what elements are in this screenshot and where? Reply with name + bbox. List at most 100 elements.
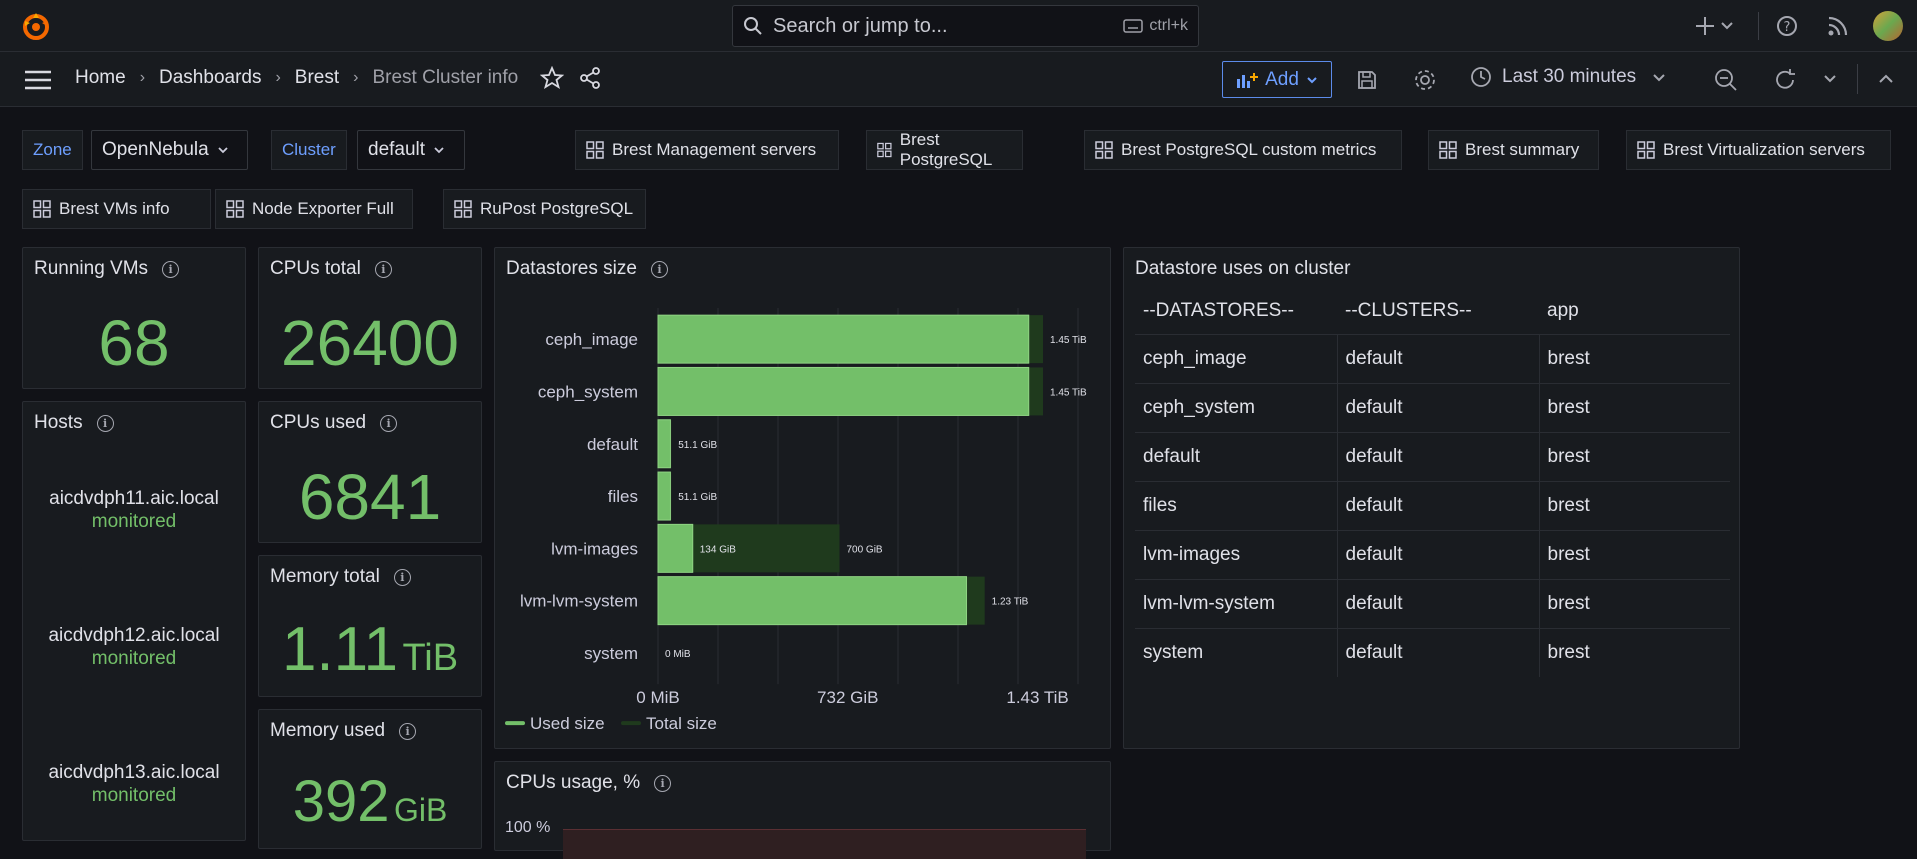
- info-icon[interactable]: i: [162, 260, 180, 278]
- used-size-bar: [657, 419, 671, 469]
- time-range-picker[interactable]: Last 30 minutes: [1470, 66, 1666, 88]
- cluster-variable-label: Cluster: [271, 130, 347, 170]
- chevron-down-icon: [434, 147, 444, 154]
- collapse-icon[interactable]: [1878, 74, 1894, 84]
- search-input[interactable]: Search or jump to... ctrl+k: [732, 5, 1199, 47]
- data-label: 51.1 GiB: [678, 492, 717, 503]
- info-icon[interactable]: i: [374, 260, 392, 278]
- panel-title: Memory used: [270, 720, 386, 741]
- chevron-down-icon[interactable]: [1823, 74, 1837, 84]
- category-label: lvm-images: [551, 539, 638, 558]
- breadcrumb-folder[interactable]: Brest: [294, 67, 340, 88]
- dashboard-link[interactable]: Node Exporter Full: [215, 189, 413, 229]
- dashboard-link[interactable]: Brest summary: [1428, 130, 1599, 170]
- table-header[interactable]: app: [1547, 299, 1579, 321]
- info-icon[interactable]: i: [380, 414, 398, 432]
- keyboard-icon: [1123, 19, 1144, 33]
- save-icon[interactable]: [1356, 69, 1378, 91]
- help-icon[interactable]: ?: [1776, 15, 1798, 37]
- dashboard-link-label: Brest PostgreSQL custom metrics: [1121, 140, 1377, 159]
- zoom-out-icon[interactable]: [1714, 68, 1738, 92]
- apps-icon: [454, 200, 472, 218]
- menu-icon[interactable]: [24, 69, 52, 91]
- breadcrumb: Home › Dashboards › Brest › Brest Cluste…: [75, 66, 602, 90]
- host-name: aicdvdph11.aic.local: [49, 488, 219, 509]
- chevron-down-icon: [218, 147, 228, 154]
- legend-label-used: Used size: [530, 714, 605, 733]
- info-icon[interactable]: i: [399, 722, 417, 740]
- host-name: aicdvdph12.aic.local: [48, 625, 220, 646]
- data-label: 1.45 TiB: [1050, 335, 1087, 346]
- table-header[interactable]: --DATASTORES--: [1143, 299, 1294, 321]
- table-cell: brest: [1539, 529, 1730, 579]
- dashboard-link[interactable]: RuPost PostgreSQL: [443, 189, 646, 229]
- star-icon[interactable]: [540, 66, 565, 90]
- category-label: files: [608, 487, 638, 506]
- grafana-logo-icon[interactable]: [20, 10, 52, 42]
- host-name: aicdvdph13.aic.local: [48, 762, 220, 783]
- table-cell: brest: [1539, 578, 1730, 628]
- info-icon[interactable]: i: [654, 774, 672, 792]
- memory-used-value: 392: [292, 769, 390, 834]
- memory-used-unit: GiB: [393, 792, 448, 828]
- hosts-panel: Hosts i aicdvdph11.aic.local monitored ai…: [22, 401, 246, 841]
- used-size-bar: [657, 471, 671, 521]
- zone-variable-label: Zone: [22, 130, 83, 170]
- info-icon[interactable]: i: [96, 414, 114, 432]
- time-range-label: Last 30 minutes: [1502, 66, 1637, 87]
- gear-icon[interactable]: [1413, 68, 1437, 92]
- category-label: ceph_system: [538, 382, 638, 401]
- avatar[interactable]: [1873, 11, 1903, 41]
- memory-used-panel: Memory used i 392 GiB: [258, 709, 482, 849]
- dashboard-link[interactable]: Brest VMs info: [22, 189, 211, 229]
- svg-text:?: ?: [1784, 20, 1791, 35]
- info-icon[interactable]: i: [650, 260, 668, 278]
- datastores-size-panel: Datastores size i ceph_image 1.45 TiB ceph_…: [494, 247, 1111, 749]
- running-vms-value: 68: [98, 307, 170, 379]
- add-button[interactable]: Add: [1222, 61, 1332, 98]
- data-label: 700 GiB: [846, 544, 882, 555]
- info-icon[interactable]: i: [393, 568, 411, 586]
- breadcrumb-home[interactable]: Home: [75, 67, 126, 88]
- dashboard-link[interactable]: Brest PostgreSQL: [866, 130, 1023, 170]
- dashboard-link[interactable]: Brest PostgreSQL custom metrics: [1084, 130, 1402, 170]
- dashboard-link[interactable]: Brest Management servers: [575, 130, 839, 170]
- apps-icon: [1095, 141, 1113, 159]
- panel-title: Hosts: [34, 412, 83, 433]
- panel-title: CPUs usage, %: [506, 772, 641, 793]
- table-cell: ceph_image: [1135, 333, 1338, 383]
- category-label: lvm-lvm-system: [520, 592, 638, 611]
- dashboard-link[interactable]: Brest Virtualization servers: [1626, 130, 1891, 170]
- add-panel-icon: [1237, 72, 1259, 88]
- rss-icon[interactable]: [1827, 15, 1849, 37]
- search-icon: [744, 17, 762, 35]
- cpus-total-value: 26400: [281, 307, 459, 379]
- plus-icon[interactable]: [1695, 15, 1735, 37]
- cpus-used-panel: CPUs used i 6841: [258, 401, 482, 543]
- refresh-icon[interactable]: [1773, 68, 1797, 92]
- apps-icon: [33, 200, 51, 218]
- cpus-total-panel: CPUs total i 26400: [258, 247, 482, 389]
- chevron-right-icon: ›: [353, 69, 359, 86]
- zone-variable-select[interactable]: OpenNebula: [91, 130, 248, 170]
- share-icon[interactable]: [578, 66, 602, 90]
- table-header[interactable]: --CLUSTERS--: [1345, 299, 1472, 321]
- panel-title: CPUs used: [270, 412, 367, 433]
- datastore-uses-panel: Datastore uses on cluster --DATASTORES--…: [1123, 247, 1740, 749]
- breadcrumb-dashboards[interactable]: Dashboards: [159, 67, 262, 88]
- panel-title: Datastores size: [506, 258, 637, 279]
- dashboard-nav-bar: [0, 52, 1917, 107]
- host-status: monitored: [91, 511, 177, 532]
- table-cell: system: [1135, 627, 1338, 677]
- datastore-table: --DATASTORES-- --CLUSTERS-- app ceph_image…: [1135, 288, 1730, 677]
- cluster-variable-select[interactable]: default: [357, 130, 465, 170]
- panel-title: Datastore uses on cluster: [1135, 258, 1351, 279]
- memory-total-value: 1.11: [281, 615, 399, 684]
- navbar-divider: [1857, 64, 1858, 94]
- tick-label: 732 GiB: [817, 688, 878, 707]
- search-shortcut: ctrl+k: [1123, 17, 1188, 35]
- dashboard-link-label: Brest Virtualization servers: [1663, 140, 1865, 159]
- memory-total-stat: 1.11 TiB: [259, 614, 481, 685]
- apps-icon: [586, 141, 604, 159]
- dashboard-link-label: Brest Management servers: [612, 140, 817, 159]
